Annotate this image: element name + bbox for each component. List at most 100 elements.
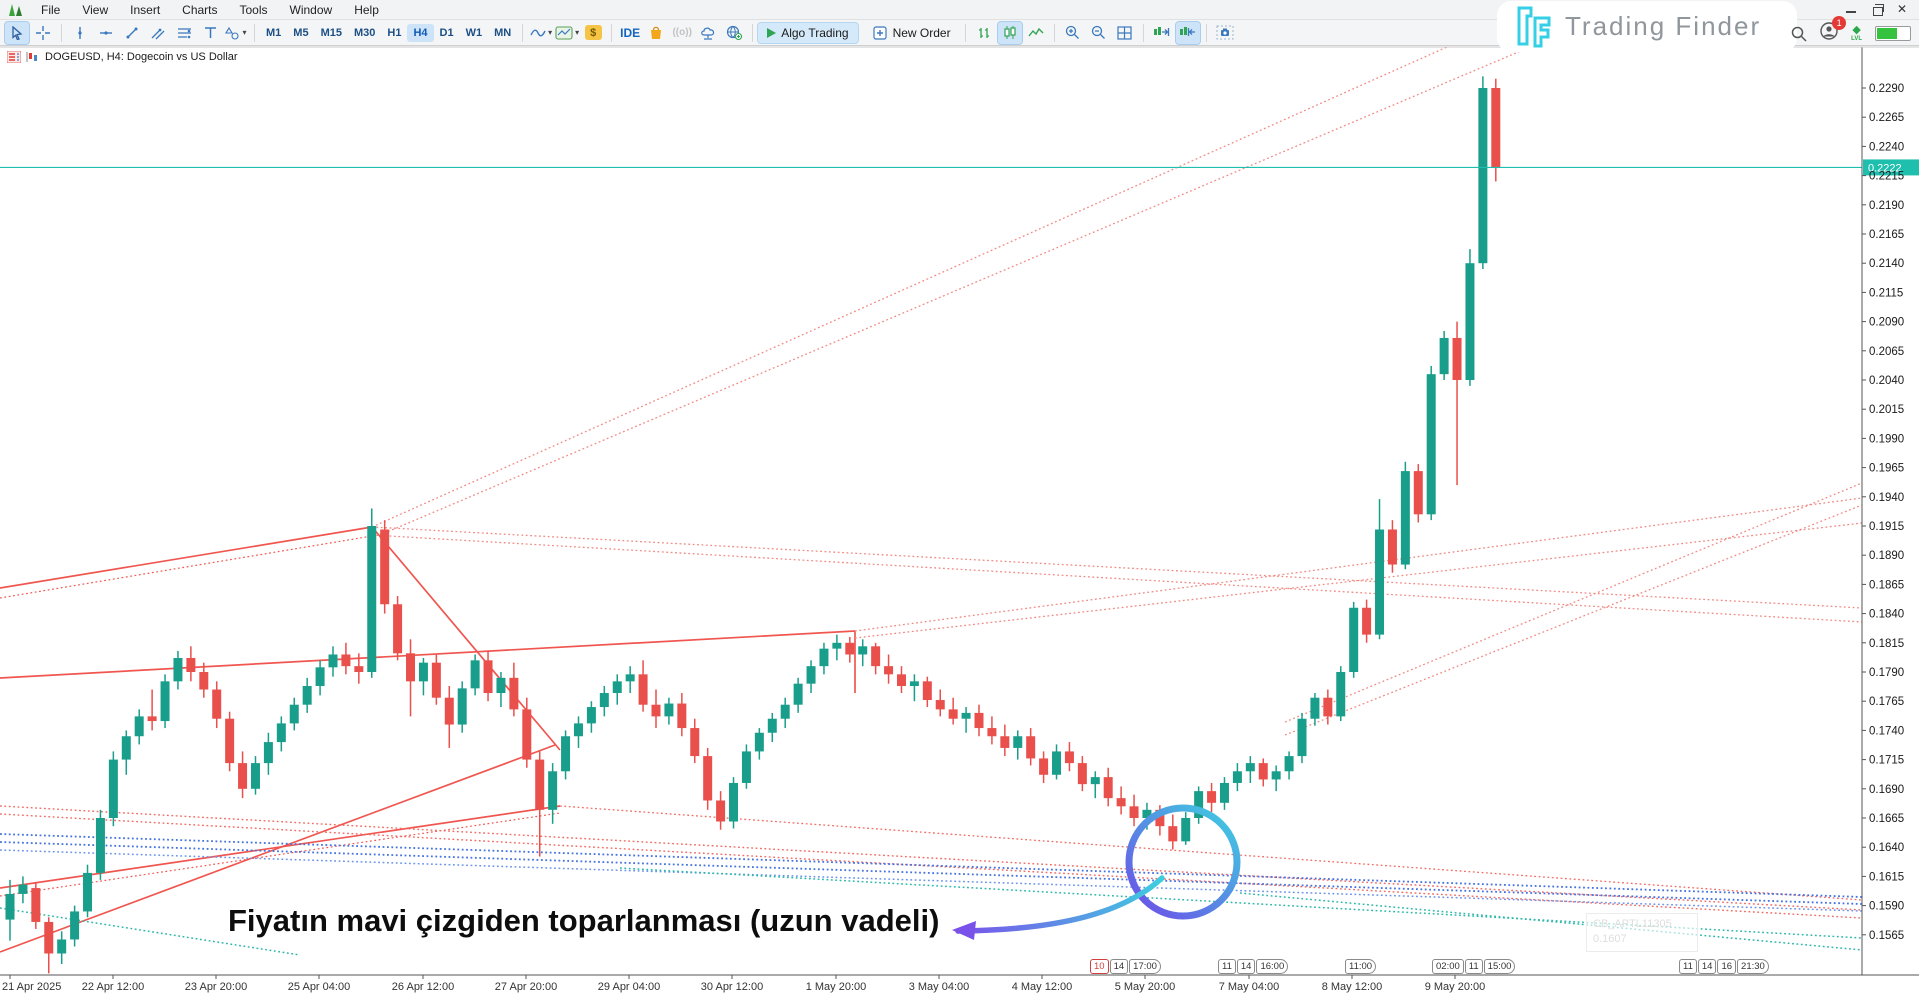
algo-trading-button[interactable]: Algo Trading bbox=[757, 21, 859, 44]
line-chart-type-button[interactable] bbox=[1024, 22, 1048, 44]
close-button[interactable]: ✕ bbox=[1897, 2, 1908, 16]
timeframe-m1[interactable]: M1 bbox=[266, 26, 282, 39]
channel-icon bbox=[151, 28, 165, 39]
zoom-out-icon bbox=[1091, 25, 1106, 39]
timeframe-m15[interactable]: M15 bbox=[320, 26, 342, 39]
tile-windows-button[interactable] bbox=[1113, 22, 1137, 44]
screenshot-button[interactable] bbox=[1213, 22, 1237, 44]
ide-button[interactable]: IDE bbox=[618, 22, 642, 44]
crosshair-icon bbox=[36, 25, 50, 40]
crosshair-tool-button[interactable] bbox=[31, 22, 55, 44]
symbol-title: DOGEUSD, H4: Dogecoin vs US Dollar bbox=[45, 51, 238, 63]
fibonacci-tool-button[interactable] bbox=[172, 22, 196, 44]
timeframe-m5[interactable]: M5 bbox=[293, 26, 309, 39]
svg-text:0.1615: 0.1615 bbox=[1869, 871, 1904, 883]
timeframe-h1[interactable]: H1 bbox=[387, 26, 402, 39]
svg-text:0.2165: 0.2165 bbox=[1869, 229, 1904, 241]
timeframe-w1[interactable]: W1 bbox=[465, 26, 483, 39]
session-tag: 10 14 17:00 bbox=[1090, 959, 1161, 974]
svg-text:30 Apr 12:00: 30 Apr 12:00 bbox=[701, 981, 763, 993]
candles-chart-type-button[interactable] bbox=[996, 20, 1023, 45]
timeframe-mn[interactable]: MN bbox=[494, 26, 512, 39]
svg-text:0.2290: 0.2290 bbox=[1869, 83, 1904, 95]
svg-text:0.2265: 0.2265 bbox=[1869, 112, 1904, 124]
lvl-indicator: ◆ LVL bbox=[1851, 24, 1862, 43]
cloud-button[interactable] bbox=[696, 22, 720, 44]
chart-shift-button[interactable] bbox=[1174, 20, 1201, 45]
session-tag: 11:00 bbox=[1345, 959, 1377, 974]
auto-scroll-button[interactable] bbox=[1150, 22, 1174, 44]
svg-text:22 Apr 12:00: 22 Apr 12:00 bbox=[82, 981, 144, 993]
menu-charts[interactable]: Charts bbox=[182, 2, 218, 17]
candlestick-icon bbox=[1003, 26, 1016, 39]
svg-text:0.2115: 0.2115 bbox=[1869, 287, 1903, 299]
connection-battery-indicator[interactable] bbox=[1875, 26, 1911, 41]
svg-text:0.1590: 0.1590 bbox=[1869, 901, 1904, 913]
market-watch-button[interactable]: $ bbox=[581, 22, 605, 44]
vertical-line-icon bbox=[78, 26, 82, 39]
menu-file[interactable]: File bbox=[41, 2, 61, 17]
menu-window[interactable]: Window bbox=[289, 2, 333, 17]
new-order-label: New Order bbox=[892, 25, 951, 40]
new-order-button[interactable]: New Order bbox=[864, 23, 960, 43]
play-icon bbox=[767, 27, 777, 38]
globe-icon bbox=[727, 25, 743, 40]
signals-button[interactable]: ((o)) bbox=[670, 22, 694, 44]
menu-bar: File View Insert Charts Tools Window Hel… bbox=[0, 0, 1919, 20]
chevron-down-icon: ▾ bbox=[548, 28, 553, 37]
signal-icon: ((o)) bbox=[672, 27, 692, 38]
avatar-icon bbox=[1820, 22, 1838, 40]
brand-plate: Trading Finder bbox=[1497, 1, 1797, 52]
profile-button[interactable]: 1 bbox=[1820, 16, 1847, 45]
line-wave-icon bbox=[530, 29, 546, 36]
timeframe-m30[interactable]: M30 bbox=[353, 26, 376, 39]
vertical-line-tool-button[interactable] bbox=[68, 22, 92, 44]
cursor-tool-button[interactable] bbox=[4, 20, 30, 45]
svg-text:0.1565: 0.1565 bbox=[1869, 930, 1904, 942]
horizontal-line-icon bbox=[100, 30, 112, 35]
chevron-down-icon: ▾ bbox=[242, 28, 247, 37]
text-tool-button[interactable] bbox=[198, 22, 222, 44]
svg-text:0.1765: 0.1765 bbox=[1869, 696, 1904, 708]
zoom-in-button[interactable] bbox=[1061, 22, 1085, 44]
horizontal-line-tool-button[interactable] bbox=[94, 22, 118, 44]
channel-tool-button[interactable] bbox=[146, 22, 170, 44]
svg-text:21 Apr 2025: 21 Apr 2025 bbox=[2, 981, 61, 993]
svg-text:0.1815: 0.1815 bbox=[1869, 638, 1904, 650]
restore-button[interactable] bbox=[1871, 4, 1884, 16]
lvl-label: LVL bbox=[1851, 36, 1862, 42]
menu-insert[interactable]: Insert bbox=[130, 2, 161, 17]
mini-chart-icon bbox=[26, 52, 37, 62]
svg-text:0.1915: 0.1915 bbox=[1869, 521, 1904, 533]
indicator-window-button[interactable]: ▾ bbox=[555, 22, 579, 44]
svg-text:8 May 12:00: 8 May 12:00 bbox=[1322, 981, 1383, 993]
minimize-button[interactable] bbox=[1845, 4, 1857, 15]
chart-mode-button[interactable]: ▾ bbox=[529, 22, 553, 44]
search-icon[interactable] bbox=[1791, 26, 1807, 42]
menu-help[interactable]: Help bbox=[354, 2, 379, 17]
svg-text:26 Apr 12:00: 26 Apr 12:00 bbox=[392, 981, 454, 993]
community-button[interactable] bbox=[722, 22, 746, 44]
grid-icon bbox=[1117, 25, 1132, 40]
shift-left-icon bbox=[1180, 27, 1196, 36]
menu-tools[interactable]: Tools bbox=[239, 2, 268, 17]
svg-text:0.1965: 0.1965 bbox=[1869, 463, 1904, 475]
fibonacci-icon bbox=[177, 27, 191, 38]
bars-chart-type-button[interactable] bbox=[972, 22, 996, 44]
zoom-in-icon bbox=[1065, 25, 1080, 39]
timeframe-h4[interactable]: H4 bbox=[407, 23, 434, 42]
menu-view[interactable]: View bbox=[82, 2, 109, 17]
market-button[interactable] bbox=[644, 22, 668, 44]
zoom-out-button[interactable] bbox=[1087, 22, 1111, 44]
svg-text:3 May 04:00: 3 May 04:00 bbox=[909, 981, 970, 993]
svg-text:25 Apr 04:00: 25 Apr 04:00 bbox=[288, 981, 350, 993]
shapes-tool-button[interactable]: ▾ bbox=[224, 22, 248, 44]
timeframe-d1[interactable]: D1 bbox=[439, 26, 454, 39]
trendline-tool-button[interactable] bbox=[120, 22, 144, 44]
mt5-logo-icon bbox=[9, 3, 22, 16]
svg-text:4 May 12:00: 4 May 12:00 bbox=[1012, 981, 1073, 993]
svg-text:0.1840: 0.1840 bbox=[1869, 609, 1904, 621]
svg-text:0.2215: 0.2215 bbox=[1869, 171, 1904, 183]
lvl-diamond-icon: ◆ bbox=[1852, 24, 1861, 36]
